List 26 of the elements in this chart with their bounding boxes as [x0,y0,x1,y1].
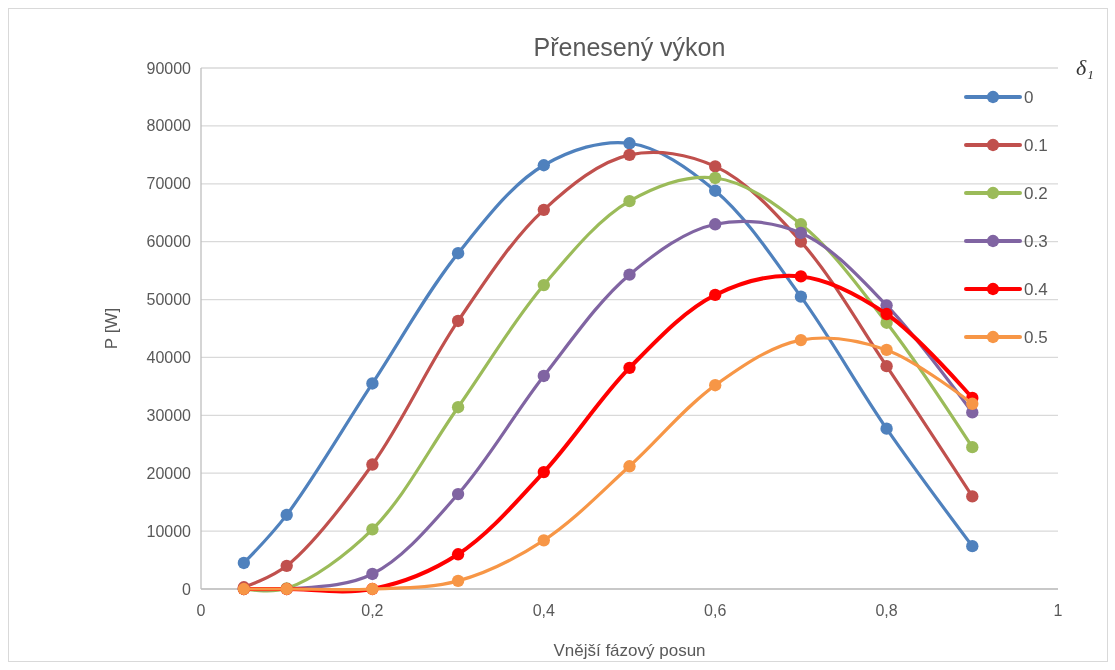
y-tick-label: 80000 [146,117,192,135]
x-tick-label: 0 [196,602,206,619]
y-tick-label: 0 [182,580,192,598]
y-tick-label: 60000 [146,233,192,251]
x-tick-label: 0,2 [361,602,384,619]
y-tick-label: 70000 [146,175,192,193]
legend-label: 0.2 [1024,183,1048,203]
chart-title: Přenesený výkon [533,33,726,61]
legend-label: 0.1 [1024,135,1048,155]
x-tick-label: 0,4 [532,602,556,619]
legend-label: 0.3 [1024,231,1048,251]
x-axis-title: Vnější fázový posun [553,641,706,660]
legend-label: 0 [1024,87,1034,107]
legend-title: δ₁ [1076,55,1094,80]
x-tick-label: 0,8 [875,602,898,619]
legend-label: 0.5 [1024,327,1048,347]
x-tick-label: 1 [1053,602,1063,619]
y-axis-title: P [W] [102,307,121,350]
x-tick-label: 0,6 [704,602,727,619]
y-tick-label: 30000 [146,406,192,424]
legend-label: 0.4 [1024,279,1048,299]
y-tick-label: 90000 [146,59,192,77]
y-tick-label: 10000 [146,522,192,540]
y-tick-label: 40000 [146,349,192,367]
y-tick-label: 20000 [146,464,192,482]
y-tick-label: 50000 [146,291,192,309]
